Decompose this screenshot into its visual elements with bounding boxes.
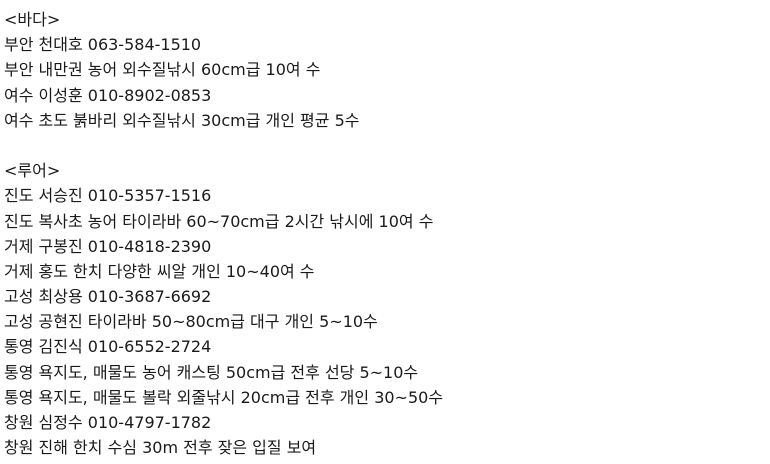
contact-line: 거제 구봉진 010-4818-2390 (4, 236, 212, 256)
blank-line (4, 133, 764, 158)
report-line: 진도 복사초 농어 타이라바 60~70cm급 2시간 낚시에 10여 수 (4, 211, 434, 231)
contact-line: 창원 심정수 010-4797-1782 (4, 413, 212, 432)
section-heading: <루어> (4, 161, 61, 181)
document-body: <바다> 부안 천대호 063-584-1510 부안 내만권 농어 외수질낚시… (4, 7, 764, 460)
contact-line: 여수 이성훈 010-8902-0853 (4, 85, 212, 105)
contact-line: 진도 서승진 010-5357-1516 (4, 186, 212, 206)
report-line: 창원 진해 한치 수심 30m 전후 잦은 입질 보여 (4, 438, 317, 458)
report-line: 거제 홍도 한치 다양한 씨알 개인 10~40여 수 (4, 261, 315, 281)
report-line: 부안 내만권 농어 외수질낚시 60cm급 10여 수 (4, 60, 321, 80)
contact-line: 고성 최상용 010-3687-6692 (4, 287, 212, 307)
report-line: 통영 욕지도, 매물도 농어 캐스팅 50cm급 전후 선당 5~10수 (4, 362, 419, 382)
contact-line: 통영 김진식 010-6552-2724 (4, 337, 212, 357)
report-line: 통영 욕지도, 매물도 볼락 외줄낚시 20cm급 전후 개인 30~50수 (4, 387, 444, 407)
report-line: 여수 초도 붉바리 외수질낚시 30cm급 개인 평균 5수 (4, 110, 360, 130)
section-lure: <루어> 진도 서승진 010-5357-1516 진도 복사초 농어 타이라바… (4, 158, 764, 460)
section-sea: <바다> 부안 천대호 063-584-1510 부안 내만권 농어 외수질낚시… (4, 7, 764, 133)
contact-line: 부안 천대호 063-584-1510 (4, 35, 202, 55)
section-heading: <바다> (4, 10, 61, 29)
report-line: 고성 공현진 타이라바 50~80cm급 대구 개인 5~10수 (4, 312, 378, 332)
